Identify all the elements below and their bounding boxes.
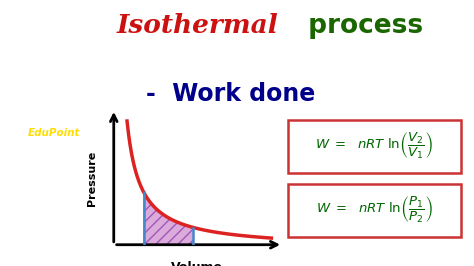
Text: Volume: Volume: [171, 261, 223, 266]
Bar: [288, 184, 461, 237]
Text: Isothermal: Isothermal: [116, 13, 278, 38]
Text: $\pi$: $\pi$: [56, 72, 70, 91]
Text: $W\ =\ \ nRT\ \ln\!\left(\dfrac{P_1}{P_2}\right)$: $W\ =\ \ nRT\ \ln\!\left(\dfrac{P_1}{P_2…: [316, 195, 433, 225]
Text: हिंदी: हिंदी: [21, 203, 88, 223]
Text: -  Work done: - Work done: [146, 82, 315, 106]
Text: Pressure: Pressure: [87, 151, 97, 206]
Bar: [288, 120, 461, 173]
Text: EduPoint: EduPoint: [28, 128, 81, 138]
Text: process: process: [299, 13, 423, 39]
Text: $W\ =\ \ nRT\ \ln\!\left(\dfrac{V_2}{V_1}\right)$: $W\ =\ \ nRT\ \ln\!\left(\dfrac{V_2}{V_1…: [315, 131, 434, 161]
